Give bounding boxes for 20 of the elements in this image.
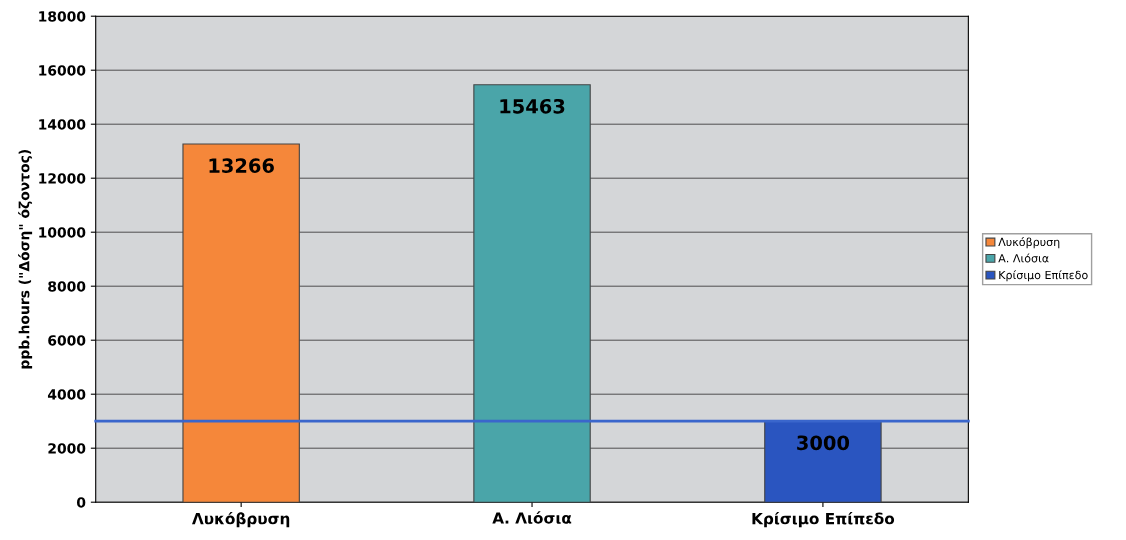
- y-tick-label: 16000: [39, 65, 86, 76]
- x-tick-label: Κρίσιμο Επίπεδο: [752, 511, 895, 528]
- data-label: 13266: [209, 158, 274, 173]
- y-tick-label: 0: [76, 497, 86, 508]
- y-tick-label: 6000: [48, 335, 86, 346]
- legend-label: Κρίσιμο Επίπεδο: [999, 270, 1088, 282]
- data-label: 15463: [500, 98, 565, 114]
- legend-label: Α. Λιόσια: [998, 253, 1049, 263]
- y-tick-label: 4000: [47, 389, 86, 400]
- y-tick-label: 18000: [39, 11, 86, 22]
- y-tick-label: 2000: [48, 443, 86, 454]
- y-tick-label: 14000: [39, 119, 86, 130]
- y-tick-label: 8000: [48, 281, 86, 292]
- y-axis-title: ppb.hours ("Δόση" όζοντος): [18, 150, 33, 369]
- x-tick-label: Λυκόβρυση: [192, 511, 290, 528]
- x-tick-label: Α. Λιόσια: [492, 511, 572, 524]
- y-tick-label: 10000: [39, 227, 86, 238]
- data-label: 3000: [797, 435, 850, 451]
- legend-label: Λυκόβρυση: [998, 237, 1060, 249]
- y-tick-label: 12000: [39, 173, 86, 184]
